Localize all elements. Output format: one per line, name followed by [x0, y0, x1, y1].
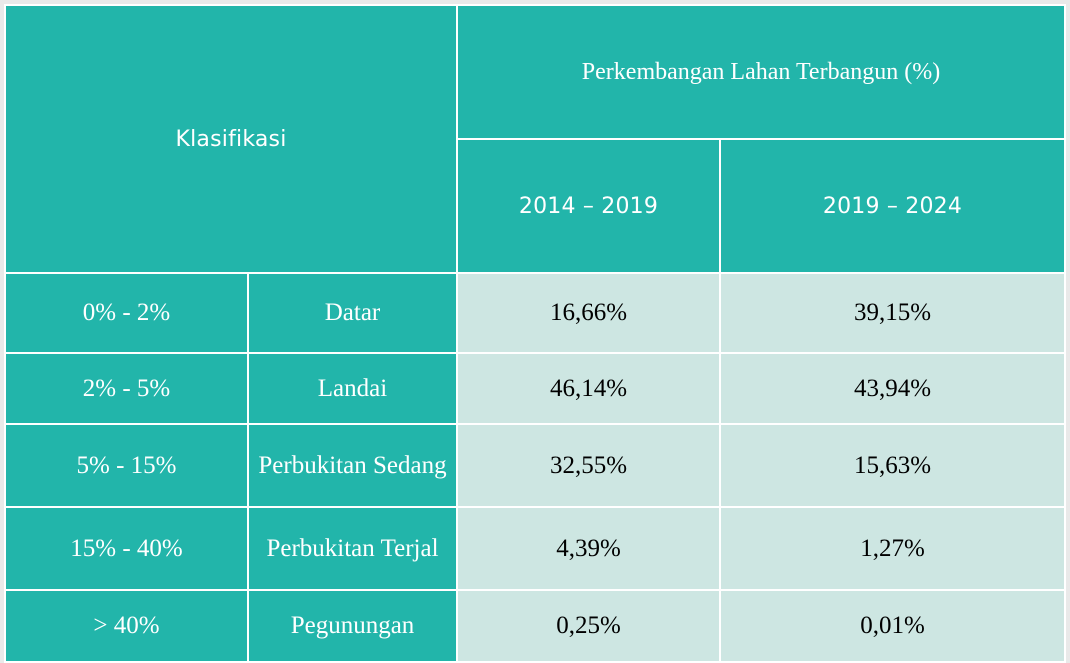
value-2014-2019-cell: 16,66% [456, 272, 721, 354]
value-2019-2024-cell: 1,27% [719, 506, 1066, 591]
header-klasifikasi: Klasifikasi [4, 4, 458, 274]
slope-cell: > 40% [4, 589, 249, 663]
slope-cell: 15% - 40% [4, 506, 249, 591]
header-row-1: Klasifikasi Perkembangan Lahan Terbangun… [4, 4, 1066, 274]
land-development-table: Klasifikasi Perkembangan Lahan Terbangun… [4, 4, 1066, 663]
table-row: 5% - 15% Perbukitan Sedang 32,55% 15,63% [4, 423, 1066, 508]
value-2014-2019-cell: 0,25% [456, 589, 721, 663]
slope-cell: 0% - 2% [4, 272, 249, 354]
class-cell: Landai [247, 352, 458, 425]
header-period-2014-2019: 2014 – 2019 [456, 138, 721, 274]
class-cell: Datar [247, 272, 458, 354]
header-period-2019-2024: 2019 – 2024 [719, 138, 1066, 274]
value-2019-2024-cell: 43,94% [719, 352, 1066, 425]
table-row: 2% - 5% Landai 46,14% 43,94% [4, 352, 1066, 425]
table-row: 15% - 40% Perbukitan Terjal 4,39% 1,27% [4, 506, 1066, 591]
class-cell: Pegunungan [247, 589, 458, 663]
class-cell: Perbukitan Sedang [247, 423, 458, 508]
table-row: 0% - 2% Datar 16,66% 39,15% [4, 272, 1066, 354]
land-development-table-container: Klasifikasi Perkembangan Lahan Terbangun… [4, 4, 1066, 663]
header-group-title: Perkembangan Lahan Terbangun (%) [456, 4, 1066, 140]
header-row-2: 2014 – 2019 2019 – 2024 [5, 138, 1066, 274]
table-row: > 40% Pegunungan 0,25% 0,01% [4, 589, 1066, 663]
class-cell: Perbukitan Terjal [247, 506, 458, 591]
value-2019-2024-cell: 15,63% [719, 423, 1066, 508]
slope-cell: 5% - 15% [4, 423, 249, 508]
slope-cell: 2% - 5% [4, 352, 249, 425]
value-2014-2019-cell: 32,55% [456, 423, 721, 508]
value-2014-2019-cell: 46,14% [456, 352, 721, 425]
value-2019-2024-cell: 39,15% [719, 272, 1066, 354]
value-2019-2024-cell: 0,01% [719, 589, 1066, 663]
value-2014-2019-cell: 4,39% [456, 506, 721, 591]
